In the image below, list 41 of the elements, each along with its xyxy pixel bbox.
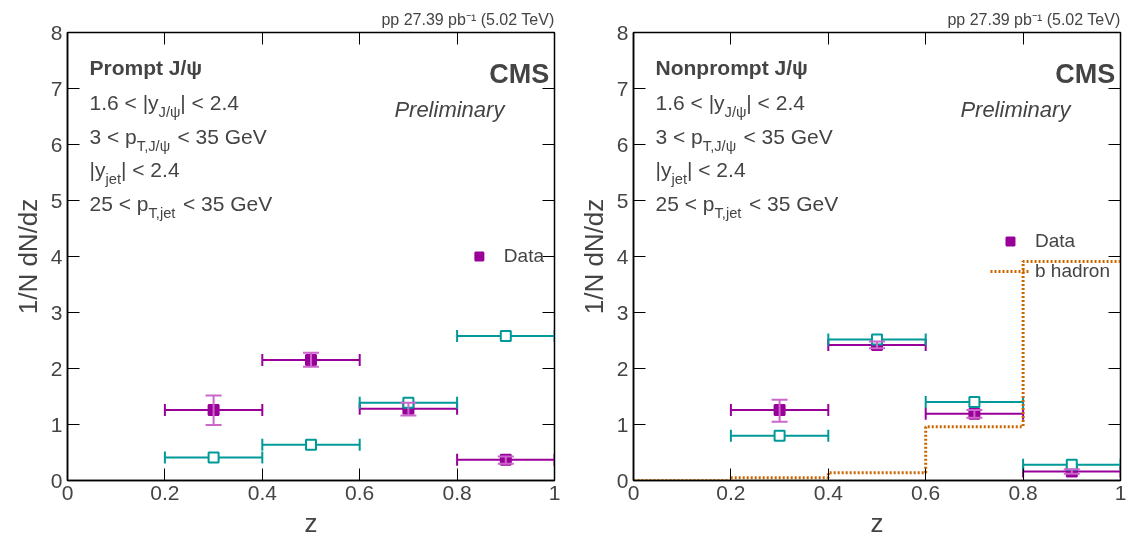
x-axis-title: z [304,507,318,538]
x-tick-label: 0.4 [247,480,278,504]
x-axis-title: z [870,507,884,538]
x-tick-label: 0.2 [716,480,746,504]
y-tick-label: 7 [616,76,629,100]
y-tick-label: 5 [616,188,629,212]
y-tick-label: 1 [616,412,629,436]
annotation: CMS [1055,59,1116,90]
x-tick-label: 0.6 [911,480,941,504]
x-tick-label: 0.6 [345,480,375,504]
y-tick-label: 4 [50,244,63,268]
annotation: Nonprompt J/ψ [655,56,808,80]
y-tick-label: 6 [616,132,629,156]
y-tick-label: 4 [616,244,629,268]
y-tick-label: 7 [50,76,63,100]
annotation: Preliminary [960,96,1073,122]
annotation: Preliminary [394,96,507,122]
y-tick-label: 8 [50,20,63,44]
x-tick-label: 1 [1114,480,1127,504]
y-tick-label: 3 [616,300,629,324]
y-tick-label: 6 [50,132,63,156]
annotation: Prompt J/ψ [89,56,203,80]
x-tick-label: 0.8 [1008,480,1038,504]
x-tick-label: 0.2 [150,480,180,504]
x-tick-label: 0.4 [813,480,844,504]
y-axis-title: 1/N dN/dz [578,198,609,315]
x-tick-label: 1 [548,480,561,504]
y-tick-label: 3 [50,300,63,324]
legend-label: b hadron [1034,260,1110,282]
legend-label: Data [1034,230,1076,252]
y-axis-title: 1/N dN/dz [12,198,43,315]
chart-title: pp 27.39 pb⁻¹ (5.02 TeV) [947,10,1121,28]
y-tick-label: 2 [50,356,63,380]
chart-title: pp 27.39 pb⁻¹ (5.02 TeV) [381,10,555,28]
x-tick-label: 0.8 [442,480,472,504]
legend-label: Data [503,245,544,267]
y-tick-label: 1 [50,412,63,436]
y-tick-label: 2 [616,356,629,380]
y-tick-label: 5 [50,188,63,212]
annotation: CMS [489,59,550,90]
y-tick-label: 8 [616,20,629,44]
